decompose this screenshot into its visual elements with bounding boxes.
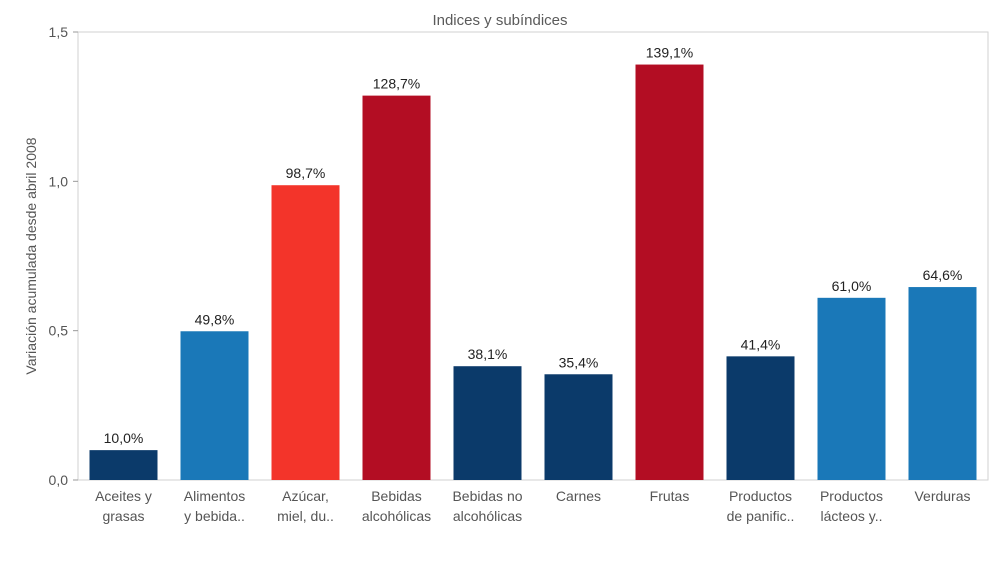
- bar: [271, 185, 340, 480]
- y-tick-label: 1,5: [49, 24, 69, 40]
- bar: [544, 374, 613, 480]
- chart-title: Indices y subíndices: [432, 12, 568, 29]
- data-label: 128,7%: [373, 76, 420, 92]
- data-label: 98,7%: [286, 165, 326, 181]
- bar: [453, 366, 522, 480]
- y-tick-label: 0,5: [49, 323, 69, 339]
- x-tick-label: alcohólicas: [453, 508, 522, 524]
- y-tick-label: 1,0: [49, 173, 69, 189]
- data-label: 61,0%: [832, 278, 872, 294]
- data-label: 38,1%: [468, 346, 508, 362]
- x-tick-label: lácteos y..: [821, 508, 883, 524]
- bar: [908, 287, 977, 480]
- x-tick-label: Aceites y: [95, 488, 152, 504]
- bar: [89, 450, 158, 480]
- bar: [180, 331, 249, 480]
- x-tick-label: Verduras: [914, 488, 970, 504]
- x-tick-label: alcohólicas: [362, 508, 431, 524]
- x-tick-label: Bebidas no: [452, 488, 522, 504]
- bar: [362, 95, 431, 480]
- data-label: 49,8%: [195, 311, 235, 327]
- x-tick-label: Azúcar,: [282, 488, 329, 504]
- x-tick-label: Productos: [729, 488, 792, 504]
- data-label: 10,0%: [104, 430, 144, 446]
- y-axis-label: Variación acumulada desde abril 2008: [23, 137, 39, 374]
- data-label: 35,4%: [559, 354, 599, 370]
- data-label: 139,1%: [646, 45, 693, 61]
- x-tick-label: miel, du..: [277, 508, 334, 524]
- x-tick-label: Alimentos: [184, 488, 245, 504]
- x-tick-label: grasas: [102, 508, 144, 524]
- bar: [817, 297, 886, 480]
- x-tick-label: Bebidas: [371, 488, 422, 504]
- x-tick-label: y bebida..: [184, 508, 245, 524]
- bar: [635, 64, 704, 481]
- y-tick-label: 0,0: [49, 472, 69, 488]
- x-tick-label: Productos: [820, 488, 883, 504]
- plot-frame: [77, 31, 989, 481]
- x-tick-label: de panific..: [727, 508, 795, 524]
- data-label: 64,6%: [923, 267, 963, 283]
- data-label: 41,4%: [741, 336, 781, 352]
- x-tick-label: Frutas: [650, 488, 690, 504]
- bar: [726, 356, 795, 480]
- x-tick-label: Carnes: [556, 488, 601, 504]
